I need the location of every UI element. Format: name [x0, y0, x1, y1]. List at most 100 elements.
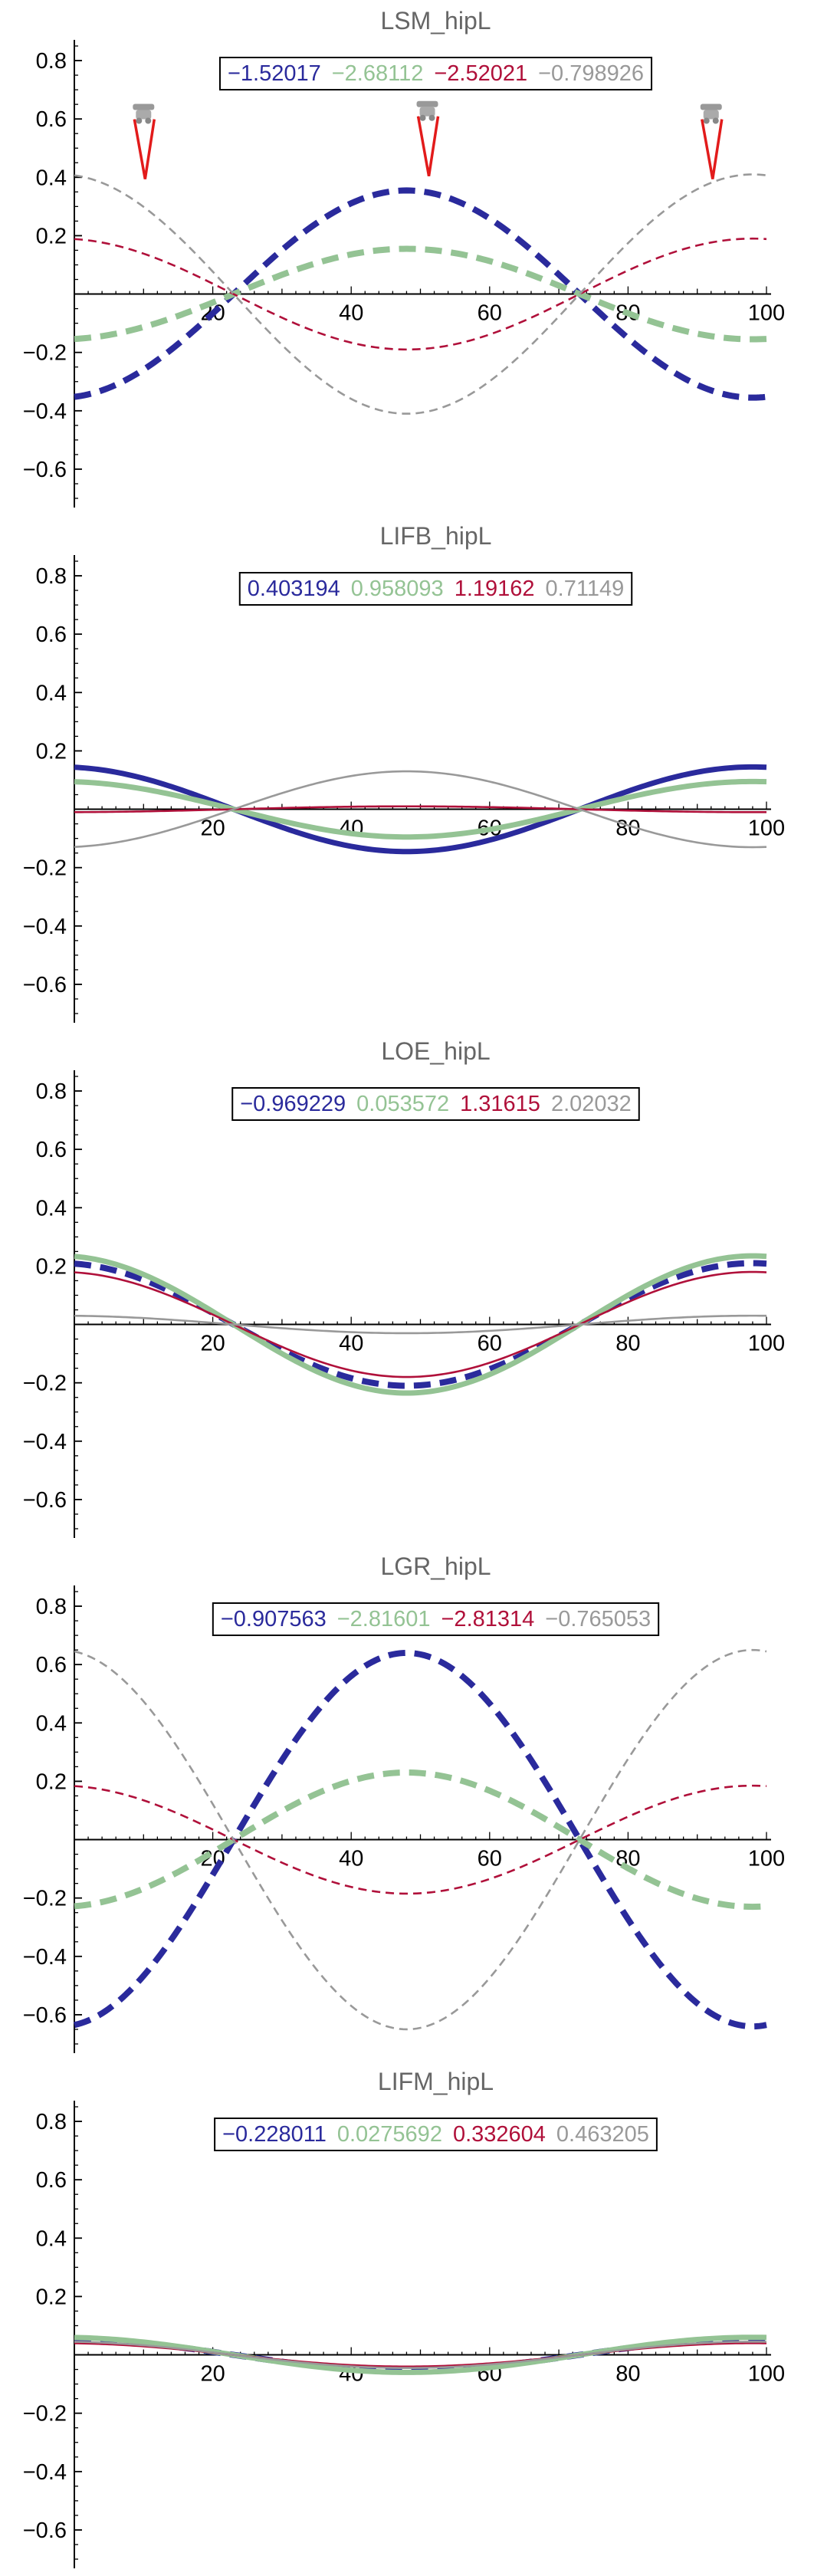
x-tick-label: 100 — [748, 2362, 785, 2387]
x-tick-label: 40 — [339, 301, 363, 326]
series-line-0 — [74, 187, 767, 401]
chart-title: LGR_hipL — [380, 1552, 491, 1580]
chart-panel-2: LOE_hipL −0.6 −0.4 −0.2 0.2 0.4 0.6 0.8 20 40 60 80… — [23, 1037, 785, 1538]
y-tick-label: −0.6 — [23, 973, 67, 997]
legend: −0.907563 −2.81601 −2.81314 −0.765053 — [212, 1602, 660, 1636]
series-line-0 — [74, 1260, 767, 1389]
x-tick-label: 60 — [478, 301, 502, 326]
body-marker-icon — [416, 100, 440, 177]
x-tick-label: 100 — [748, 816, 785, 841]
legend-box — [214, 2118, 658, 2151]
y-tick-label: 0.2 — [36, 1254, 67, 1279]
y-tick-label: 0.2 — [36, 224, 67, 248]
x-tick-label: 20 — [200, 2362, 225, 2387]
series-line-0 — [74, 1649, 767, 2030]
series-line-1 — [74, 1769, 767, 1911]
series-line-1 — [74, 1253, 767, 1396]
y-tick-label: −0.6 — [23, 458, 67, 482]
y-tick-label: 0.2 — [36, 739, 67, 764]
legend-entry: 0.332604 — [453, 2122, 546, 2147]
x-tick-label: 20 — [200, 1332, 225, 1356]
x-tick-label: 80 — [615, 2362, 640, 2387]
legend-entry: 0.463205 — [556, 2122, 649, 2147]
legend-box — [231, 1087, 640, 1121]
legend: −0.969229 0.053572 1.31615 2.02032 — [231, 1087, 640, 1121]
body-marker-icon — [133, 104, 156, 179]
series-line-3 — [74, 770, 767, 849]
y-tick-label: −0.4 — [23, 2460, 67, 2485]
legend-entry: 0.053572 — [356, 1092, 449, 1116]
y-tick-label: −0.4 — [23, 399, 67, 424]
legend-entry: −0.969229 — [240, 1092, 346, 1116]
y-tick-label: 0.2 — [36, 1769, 67, 1794]
series-line-0 — [74, 764, 767, 855]
legend-entry: 0.71149 — [546, 577, 625, 601]
legend-entry: −2.81601 — [337, 1607, 431, 1631]
series-line-2 — [74, 1270, 767, 1378]
y-tick-label: 0.6 — [36, 1138, 67, 1162]
y-tick-label: 0.4 — [36, 1711, 67, 1736]
legend-entry: −0.907563 — [221, 1607, 327, 1631]
series-line-1 — [74, 778, 767, 840]
legend-box — [218, 57, 653, 90]
chart-title: LIFM_hipL — [378, 2068, 494, 2095]
y-tick-label: 0.8 — [36, 2110, 67, 2134]
legend-entry: −2.52021 — [434, 61, 527, 86]
legend-box — [238, 572, 633, 606]
y-tick-label: 0.4 — [36, 1196, 67, 1221]
legend-entry: 0.0275692 — [337, 2122, 442, 2147]
y-tick-label: 0.8 — [36, 564, 67, 589]
x-tick-label: 80 — [615, 1332, 640, 1356]
legend-entry: 2.02032 — [551, 1092, 632, 1116]
y-tick-label: −0.4 — [23, 1945, 67, 1970]
y-tick-label: 0.4 — [36, 166, 67, 190]
legend-entry: 1.31615 — [460, 1092, 540, 1116]
legend-entry: 0.958093 — [351, 577, 444, 601]
x-tick-label: 40 — [339, 1847, 363, 1871]
y-tick-label: −0.4 — [23, 915, 67, 939]
y-tick-label: −0.2 — [23, 1887, 67, 1911]
series-line-3 — [74, 1314, 767, 1335]
x-tick-label: 100 — [748, 1332, 785, 1356]
legend: −0.228011 0.0275692 0.332604 0.463205 — [214, 2118, 658, 2151]
legend-entry: −0.798926 — [538, 61, 644, 86]
series-line-3 — [74, 1648, 767, 2031]
y-tick-label: 0.6 — [36, 107, 67, 132]
y-tick-label: −0.6 — [23, 2003, 67, 2028]
x-tick-label: 100 — [748, 1847, 785, 1871]
y-tick-label: 0.6 — [36, 1653, 67, 1677]
series-line-2 — [74, 237, 767, 351]
y-tick-label: 0.6 — [36, 2168, 67, 2193]
legend-entry: −1.52017 — [228, 61, 321, 86]
y-tick-label: −0.6 — [23, 2518, 67, 2543]
x-tick-label: 60 — [478, 1332, 502, 1356]
legend-entry: −2.68112 — [332, 61, 424, 86]
x-tick-label: 40 — [339, 1332, 363, 1356]
y-tick-label: 0.8 — [36, 49, 67, 74]
legend-box — [212, 1602, 660, 1636]
y-tick-label: −0.4 — [23, 1430, 67, 1454]
y-tick-label: 0.8 — [36, 1595, 67, 1619]
x-tick-label: 20 — [200, 816, 225, 841]
y-tick-label: −0.2 — [23, 341, 67, 366]
x-tick-label: 100 — [748, 301, 785, 326]
chart-panel-1: LIFB_hipL−0.6−0.4−0.20.20.40.60.820 40 60 8… — [23, 522, 785, 1023]
y-tick-label: 0.6 — [36, 623, 67, 647]
y-tick-label: −0.2 — [23, 1372, 67, 1396]
series-line-2 — [74, 1784, 767, 1895]
chart-panel-4: LIFM_hipL−0.6−0.4−0.20.20.40.60.820 40 60 8… — [23, 2068, 785, 2568]
series-line-3 — [74, 2341, 767, 2369]
y-tick-label: −0.2 — [23, 856, 67, 881]
y-tick-label: −0.2 — [23, 2402, 67, 2426]
body-marker-icon — [700, 104, 724, 179]
series-line-3 — [74, 173, 767, 415]
chart-title: LIFB_hipL — [380, 522, 492, 550]
y-tick-label: 0.4 — [36, 2226, 67, 2251]
legend-entry: 1.19162 — [455, 577, 535, 601]
y-tick-label: −0.6 — [23, 1488, 67, 1513]
series-line-1 — [74, 245, 767, 343]
chart-title: LSM_hipL — [380, 7, 491, 34]
chart-title: LOE_hipL — [381, 1037, 490, 1065]
legend-entry: −2.81314 — [441, 1607, 535, 1631]
